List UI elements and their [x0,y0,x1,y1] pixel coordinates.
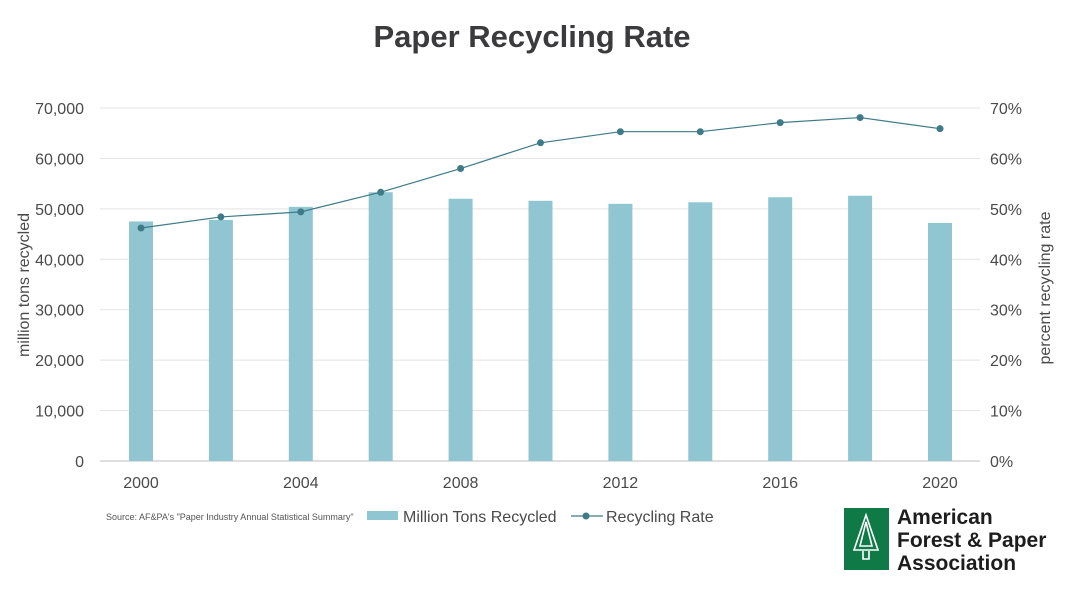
legend-line-marker [582,512,590,520]
y2-tick-label: 70% [990,101,1022,118]
y-tick-label: 10,000 [35,404,84,421]
logo-text-line-1: American [897,506,993,529]
y2-tick-label: 40% [990,252,1022,269]
x-tick-label: 2020 [922,475,958,492]
tree-icon [852,512,880,560]
y2-tick-label: 10% [990,404,1022,421]
line-point [457,165,465,173]
logo-text-line-2: Forest & Paper [897,529,1046,552]
bar [129,221,153,461]
y-tick-label: 40,000 [35,252,84,269]
y-tick-label: 30,000 [35,303,84,320]
bar [688,202,713,461]
y-tick-label: 70,000 [35,101,84,118]
x-tick-label: 2008 [443,475,479,492]
bar [928,222,952,461]
bar [448,198,473,461]
y-axis-label: million tons recycled [16,213,33,357]
line-point [616,128,624,136]
line-series [137,114,944,232]
x-axis: 2000 2004 2008 2012 2016 2020 [123,475,958,492]
x-tick-label: 2004 [283,475,319,492]
y2-axis-label: percent recycling rate [1037,211,1054,364]
line-point [137,224,145,232]
legend-bar-swatch [367,511,398,520]
y2-tick-label: 60% [990,151,1022,168]
line-point [696,128,704,136]
x-tick-label: 2000 [123,475,159,492]
bar-series [129,192,952,462]
y2-tick-label: 0% [990,454,1013,471]
line-point [776,119,784,127]
line-point [856,114,864,122]
legend-line-label: Recycling Rate [606,509,714,526]
line-point [297,208,305,216]
y2-tick-label: 50% [990,202,1022,219]
logo-text-line-3: Association [897,552,1016,575]
bar [528,200,553,461]
bar [288,206,313,461]
y2-tick-label: 20% [990,353,1022,370]
y-tick-label: 50,000 [35,202,84,219]
legend-bar-label: Million Tons Recycled [403,509,557,526]
y-tick-label: 60,000 [35,151,84,168]
chart-title: Paper Recycling Rate [373,19,690,54]
bar [608,203,633,462]
line-point [217,213,225,221]
source-note: Source: AF&PA's "Paper Industry Annual S… [106,512,354,522]
bar [368,192,393,462]
y-tick-label: 20,000 [35,353,84,370]
y2-tick-label: 30% [990,303,1022,320]
y-axis-left: 0 10,000 20,000 30,000 40,000 50,000 60,000 70,… [35,101,84,471]
bar [208,219,233,461]
y-tick-label: 0 [75,454,84,471]
line-point [936,125,944,133]
bar [768,197,793,461]
line-point [537,139,544,147]
legend: Million Tons Recycled Recycling Rate [367,509,714,526]
line-point [377,188,385,196]
y-axis-right: 0% 10% 20% 30% 40% 50% 60% 70% [990,101,1022,471]
x-tick-label: 2016 [762,475,798,492]
bar [848,195,873,461]
x-tick-label: 2012 [603,475,639,492]
afpa-logo: American Forest & Paper Association [844,506,1046,575]
